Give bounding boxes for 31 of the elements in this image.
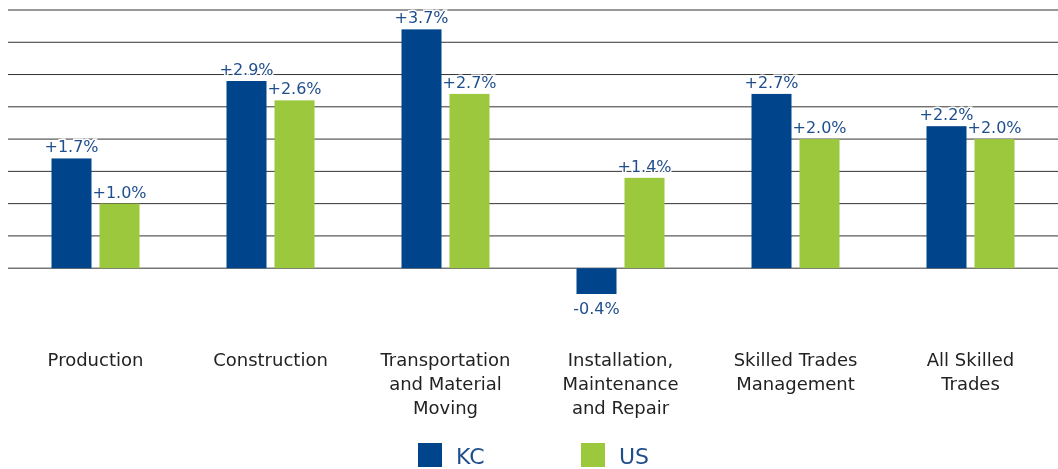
x-tick-label: Skilled Trades Management bbox=[733, 349, 858, 394]
data-label: +2.0% bbox=[792, 118, 847, 138]
data-label: +1.7% bbox=[44, 137, 99, 157]
bar bbox=[226, 81, 267, 269]
bar bbox=[926, 126, 967, 269]
x-tick-label: All Skilled Trades bbox=[926, 349, 1015, 394]
data-label: +2.7% bbox=[744, 72, 799, 92]
bar bbox=[799, 139, 840, 269]
legend-label: KC bbox=[456, 444, 485, 469]
bar bbox=[974, 139, 1015, 269]
bar bbox=[274, 100, 315, 269]
bar bbox=[51, 158, 92, 269]
x-tick-label: Installation, Maintenance and Repair bbox=[562, 349, 679, 418]
data-label: +2.7% bbox=[442, 72, 497, 92]
bar bbox=[624, 177, 665, 269]
data-label: +2.9% bbox=[219, 60, 274, 79]
bar bbox=[401, 29, 442, 269]
data-label: +2.6% bbox=[267, 79, 322, 99]
legend-label: US bbox=[619, 444, 650, 469]
x-tick-label: Transportation and Material Moving bbox=[379, 349, 511, 418]
data-label: +1.4% bbox=[617, 156, 672, 176]
bar bbox=[449, 93, 490, 269]
data-label: +2.2% bbox=[919, 105, 974, 125]
x-tick-label: Production bbox=[47, 349, 144, 370]
data-label: +1.0% bbox=[92, 182, 147, 202]
x-tick-label: Construction bbox=[213, 349, 328, 370]
data-label: +3.7% bbox=[394, 8, 449, 28]
bar bbox=[576, 268, 617, 294]
bar bbox=[751, 93, 792, 269]
data-label: -0.4% bbox=[573, 299, 620, 318]
bar bbox=[99, 203, 140, 269]
